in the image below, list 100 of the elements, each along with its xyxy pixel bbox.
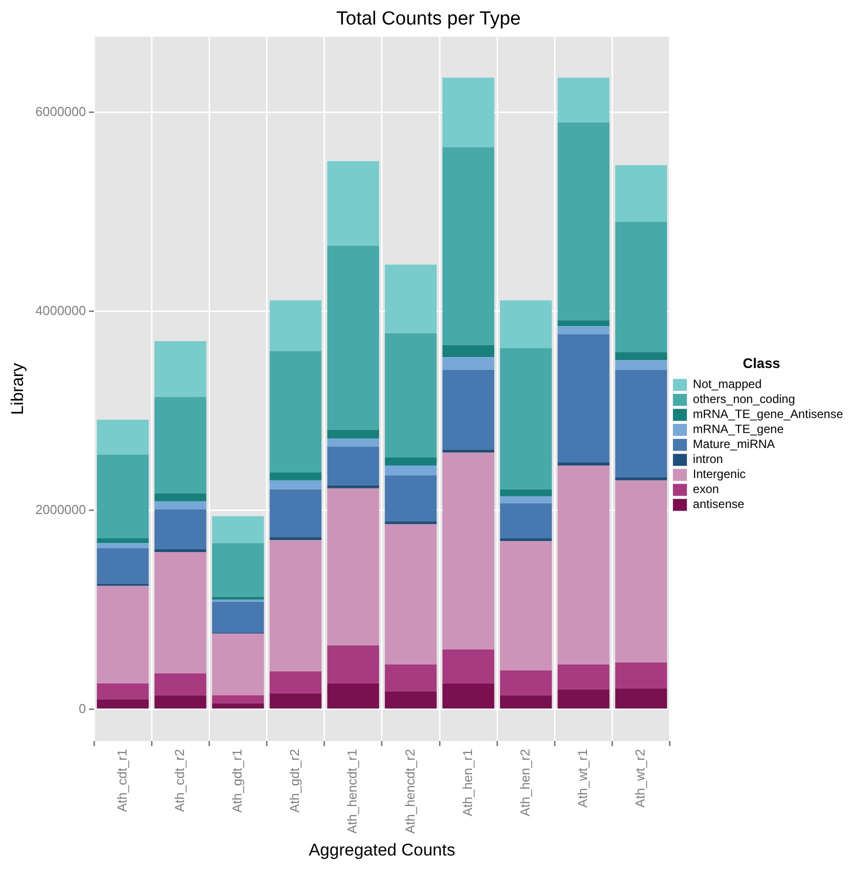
legend-label: antisense bbox=[692, 497, 745, 512]
x-tick-label: Ath_gdt_r2 bbox=[287, 749, 302, 813]
bar bbox=[327, 430, 380, 439]
x-tick-label: Ath_cdt_r2 bbox=[172, 749, 187, 812]
bar bbox=[500, 670, 552, 696]
bar bbox=[270, 472, 322, 480]
bar bbox=[558, 466, 610, 664]
x-tick-label: Ath_wt_r2 bbox=[632, 749, 648, 808]
bar bbox=[270, 300, 322, 352]
bar bbox=[615, 370, 668, 478]
bar bbox=[154, 552, 206, 674]
bar bbox=[500, 489, 552, 496]
bar bbox=[500, 496, 552, 504]
legend-title: Class bbox=[742, 354, 780, 371]
bar bbox=[270, 351, 322, 472]
bar bbox=[96, 548, 149, 584]
bar bbox=[270, 480, 322, 490]
legend-label: mRNA_TE_gene_Antisense bbox=[692, 407, 844, 422]
bar bbox=[615, 688, 668, 708]
legend-label: others_non_coding bbox=[692, 392, 796, 406]
x-tick-label: Ath_hencdt_r1 bbox=[344, 749, 360, 834]
bar bbox=[327, 438, 380, 447]
bar bbox=[442, 357, 494, 370]
bar bbox=[615, 480, 668, 662]
bar bbox=[96, 683, 149, 700]
y-tick-label: 4000000 bbox=[35, 302, 86, 318]
bar bbox=[615, 222, 668, 352]
bar bbox=[96, 454, 149, 538]
x-tick-label: Ath_hencdt_r2 bbox=[402, 749, 418, 834]
legend-label: mRNA_TE_gene bbox=[692, 422, 784, 436]
bar bbox=[615, 165, 668, 222]
x-tick-label: Ath_gdt_r1 bbox=[230, 749, 245, 813]
legend-label: Mature_miRNA bbox=[692, 437, 775, 452]
bar bbox=[270, 537, 322, 540]
bar bbox=[212, 695, 264, 704]
bar bbox=[327, 446, 380, 486]
bar bbox=[327, 246, 380, 430]
bar bbox=[96, 699, 149, 708]
bar bbox=[615, 360, 668, 370]
bar bbox=[500, 348, 552, 490]
bar bbox=[154, 501, 206, 510]
bar bbox=[500, 695, 552, 708]
bar bbox=[384, 475, 437, 522]
bar bbox=[154, 396, 206, 494]
bar bbox=[384, 691, 437, 708]
bar bbox=[615, 477, 668, 480]
bar bbox=[442, 450, 494, 453]
bar bbox=[327, 683, 380, 708]
bar bbox=[327, 161, 380, 246]
x-tick-label: Ath_cdt_r1 bbox=[114, 749, 130, 812]
x-tick-label: Ath_hen_r2 bbox=[518, 749, 533, 816]
bar bbox=[442, 650, 494, 684]
bar bbox=[384, 333, 437, 458]
bar bbox=[212, 602, 264, 633]
bar bbox=[154, 695, 206, 708]
bar bbox=[154, 341, 206, 397]
bar bbox=[154, 509, 206, 550]
bar bbox=[212, 516, 264, 544]
bar bbox=[558, 78, 610, 122]
legend-label: intron bbox=[692, 452, 723, 466]
bar bbox=[500, 538, 552, 542]
bar bbox=[212, 634, 264, 696]
bar bbox=[442, 452, 494, 650]
y-tick-label: 6000000 bbox=[35, 104, 86, 119]
bar bbox=[327, 488, 380, 646]
bar bbox=[442, 683, 494, 708]
bar bbox=[154, 673, 206, 696]
chart-title: Total Counts per Type bbox=[336, 8, 521, 30]
bar bbox=[558, 462, 610, 466]
bar bbox=[212, 596, 264, 600]
bar bbox=[96, 538, 149, 544]
y-tick-label: 2000000 bbox=[35, 502, 86, 517]
bar bbox=[270, 489, 322, 538]
legend-label: Not_mapped bbox=[692, 377, 762, 392]
bar bbox=[558, 334, 610, 463]
bar bbox=[327, 485, 380, 488]
bar bbox=[442, 370, 494, 450]
bar bbox=[615, 352, 668, 360]
bar bbox=[558, 689, 610, 708]
bar bbox=[384, 664, 437, 692]
bar bbox=[212, 543, 264, 597]
bar bbox=[558, 320, 610, 326]
x-axis-title: Aggregated Counts bbox=[308, 840, 456, 860]
bar bbox=[270, 671, 322, 694]
bar bbox=[500, 503, 552, 538]
bar bbox=[500, 541, 552, 670]
bar bbox=[442, 147, 494, 346]
bar bbox=[442, 78, 494, 148]
legend-label: Intergenic bbox=[692, 467, 746, 482]
bar bbox=[384, 458, 437, 466]
bar bbox=[327, 646, 380, 684]
bar bbox=[442, 345, 494, 358]
x-tick-label: Ath_wt_r1 bbox=[575, 749, 590, 808]
bar bbox=[500, 300, 552, 348]
bar bbox=[96, 543, 149, 548]
legend-label: exon bbox=[692, 482, 719, 496]
bar bbox=[558, 326, 610, 334]
bar bbox=[384, 264, 437, 334]
bar bbox=[270, 693, 322, 708]
bar bbox=[270, 540, 322, 672]
